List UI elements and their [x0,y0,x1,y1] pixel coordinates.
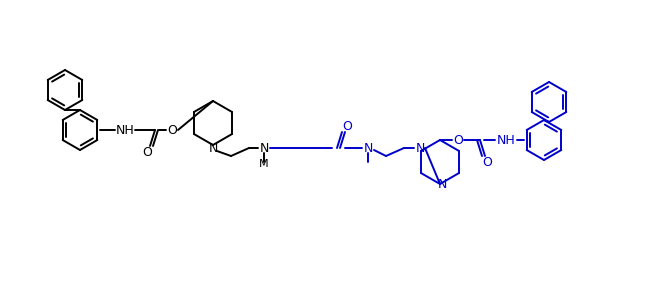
Text: NH: NH [496,133,516,147]
Text: O: O [453,133,463,147]
Text: O: O [142,145,152,159]
Text: O: O [167,124,177,136]
Text: NH: NH [116,124,134,136]
Text: N: N [259,141,268,155]
Text: O: O [482,156,492,168]
Text: M: M [259,159,269,169]
Text: N: N [438,177,447,191]
Text: N: N [208,141,217,155]
Text: N: N [415,141,424,155]
Text: O: O [342,120,352,132]
Text: N: N [364,141,373,155]
